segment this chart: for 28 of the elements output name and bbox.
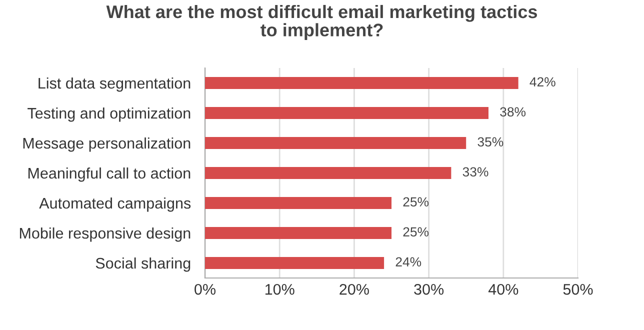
- bar: [205, 227, 392, 239]
- y-tick-label: Automated campaigns: [39, 197, 191, 212]
- data-label: 25%: [403, 197, 429, 207]
- x-tick-label: 20%: [340, 284, 369, 295]
- x-tick-label: 40%: [488, 284, 518, 295]
- data-label: 38%: [500, 107, 526, 117]
- y-tick-label: Message personalization: [23, 137, 190, 152]
- chart-title: What are the most difficult email marketing tactics to implement?: [106, 4, 537, 40]
- y-tick-label: Testing and optimization: [28, 107, 190, 122]
- data-label: 42%: [530, 77, 556, 86]
- bar: [205, 167, 452, 179]
- data-label: 25%: [403, 227, 429, 237]
- x-tick-label: 50%: [563, 284, 593, 295]
- x-tick-label: 10%: [265, 284, 294, 295]
- y-tick-label: Mobile responsive design: [20, 227, 190, 242]
- y-tick-label: Meaningful call to action: [28, 167, 190, 182]
- data-label: 33%: [462, 167, 488, 177]
- bar: [205, 257, 384, 269]
- data-label: 24%: [396, 257, 422, 266]
- x-tick-label: 0%: [194, 284, 216, 295]
- y-tick-label: Social sharing: [96, 257, 190, 272]
- bar: [205, 137, 466, 149]
- x-tick-label: 30%: [414, 284, 444, 295]
- data-label: 35%: [478, 137, 504, 147]
- bar: [205, 77, 518, 89]
- bar: [205, 197, 392, 209]
- y-tick-label: List data segmentation: [38, 77, 190, 92]
- bar: [205, 107, 488, 119]
